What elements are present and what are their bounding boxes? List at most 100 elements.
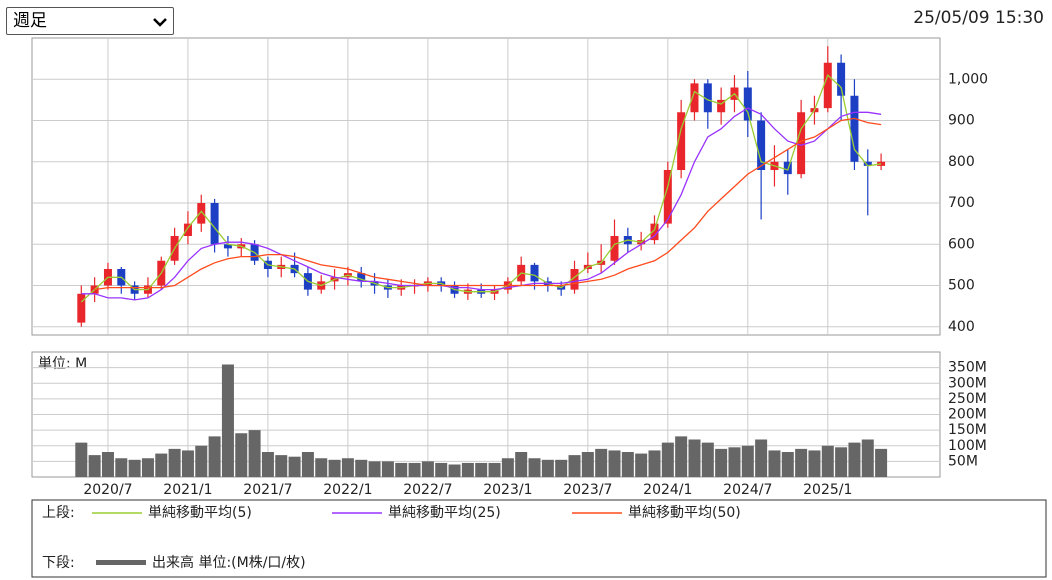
candle-body	[463, 289, 472, 294]
volume-bar	[461, 462, 474, 477]
candle-body	[877, 161, 886, 166]
volume-bar	[768, 450, 781, 477]
volume-bar	[808, 450, 821, 477]
candle-body	[290, 264, 299, 274]
volume-tick-label: 350M	[948, 360, 987, 376]
candle-body	[117, 269, 126, 286]
candle-body	[637, 240, 646, 245]
candle-body	[343, 273, 352, 278]
volume-tick-label: 150M	[948, 422, 987, 438]
volume-bar	[755, 439, 768, 477]
volume-tick-label: 300M	[948, 375, 987, 391]
candle-body	[663, 170, 672, 224]
volume-bar	[795, 448, 808, 477]
volume-bar	[101, 452, 114, 477]
candle-body	[517, 264, 526, 282]
candle-body	[783, 161, 792, 175]
volume-bar	[395, 462, 408, 477]
volume-bar	[168, 448, 181, 477]
legend-volume-swatch	[96, 560, 146, 565]
volume-bar	[288, 456, 301, 477]
period-select-text: 週足	[13, 11, 47, 31]
volume-bar	[435, 462, 448, 477]
y-tick-label: 500	[948, 278, 975, 294]
candle-body	[863, 161, 872, 166]
volume-bar	[381, 461, 394, 477]
volume-bar	[248, 430, 261, 477]
volume-bar	[648, 450, 661, 477]
candle-body	[277, 264, 286, 269]
candle-body	[383, 285, 392, 290]
volume-bar	[88, 455, 101, 477]
candle-body	[250, 244, 259, 261]
volume-bar	[275, 455, 288, 477]
candle-body	[503, 281, 512, 290]
candle-body	[90, 285, 99, 294]
x-tick-label: 2024/1	[643, 482, 692, 498]
x-tick-label: 2020/7	[83, 482, 132, 498]
volume-bar	[568, 455, 581, 477]
volume-tick-label: 100M	[948, 438, 987, 454]
volume-bar	[781, 452, 794, 477]
y-tick-label: 1,000	[948, 71, 988, 87]
candle-body	[717, 99, 726, 113]
volume-bar	[728, 447, 741, 477]
legend-label: 単純移動平均(5)	[148, 505, 252, 521]
candle-body	[703, 83, 712, 113]
candle-body	[677, 112, 686, 170]
x-tick-label: 2022/1	[323, 482, 372, 498]
candle-body	[130, 285, 139, 294]
period-select[interactable]: 週足	[6, 7, 174, 35]
grid	[32, 38, 940, 477]
x-tick-label: 2021/7	[243, 482, 292, 498]
volume-bar	[688, 439, 701, 477]
candle-body	[823, 62, 832, 109]
candle-body	[103, 269, 112, 286]
volume-bar	[408, 462, 421, 477]
volume-bar	[235, 433, 248, 477]
candle-body	[450, 285, 459, 294]
volume-bar	[875, 448, 888, 477]
candle-body	[610, 236, 619, 261]
candle-body	[850, 95, 859, 162]
volume-bar	[715, 448, 728, 477]
candle-body	[650, 223, 659, 241]
x-tick-label: 2023/1	[483, 482, 532, 498]
candle-body	[223, 244, 232, 249]
volume-bar	[128, 459, 141, 477]
candle-body	[690, 83, 699, 113]
volume-bar	[821, 445, 834, 477]
volume-bar	[848, 442, 861, 477]
volume-bar	[221, 364, 234, 477]
volume-bar	[195, 445, 208, 477]
volume-bar	[701, 442, 714, 477]
volume-unit: 単位: M	[38, 356, 87, 372]
candle-body	[597, 260, 606, 265]
candle-body	[583, 264, 592, 269]
volume-bar	[501, 458, 514, 477]
legend-upper: 上段:	[42, 505, 75, 521]
volume-bar	[675, 436, 688, 477]
candle-body	[437, 281, 446, 286]
candle-body	[157, 260, 166, 286]
x-tick-label: 2021/1	[163, 482, 212, 498]
candle-body	[170, 236, 179, 261]
volume-bar	[315, 458, 328, 477]
volume-tick-label: 200M	[948, 407, 987, 423]
candle-body	[143, 285, 152, 294]
volume-bar	[661, 442, 674, 477]
candle-body	[410, 285, 419, 287]
volume-bar	[741, 445, 754, 477]
y-tick-label: 700	[948, 195, 975, 211]
volume-bar	[155, 453, 168, 477]
candle-body	[317, 281, 326, 290]
candle-body	[770, 161, 779, 170]
x-tick-label: 2023/7	[563, 482, 612, 498]
volume-bar	[141, 458, 154, 477]
legend-label: 単純移動平均(50)	[628, 505, 741, 521]
volume-bar	[208, 436, 221, 477]
candle-body	[370, 281, 379, 286]
candle-body	[237, 244, 246, 249]
